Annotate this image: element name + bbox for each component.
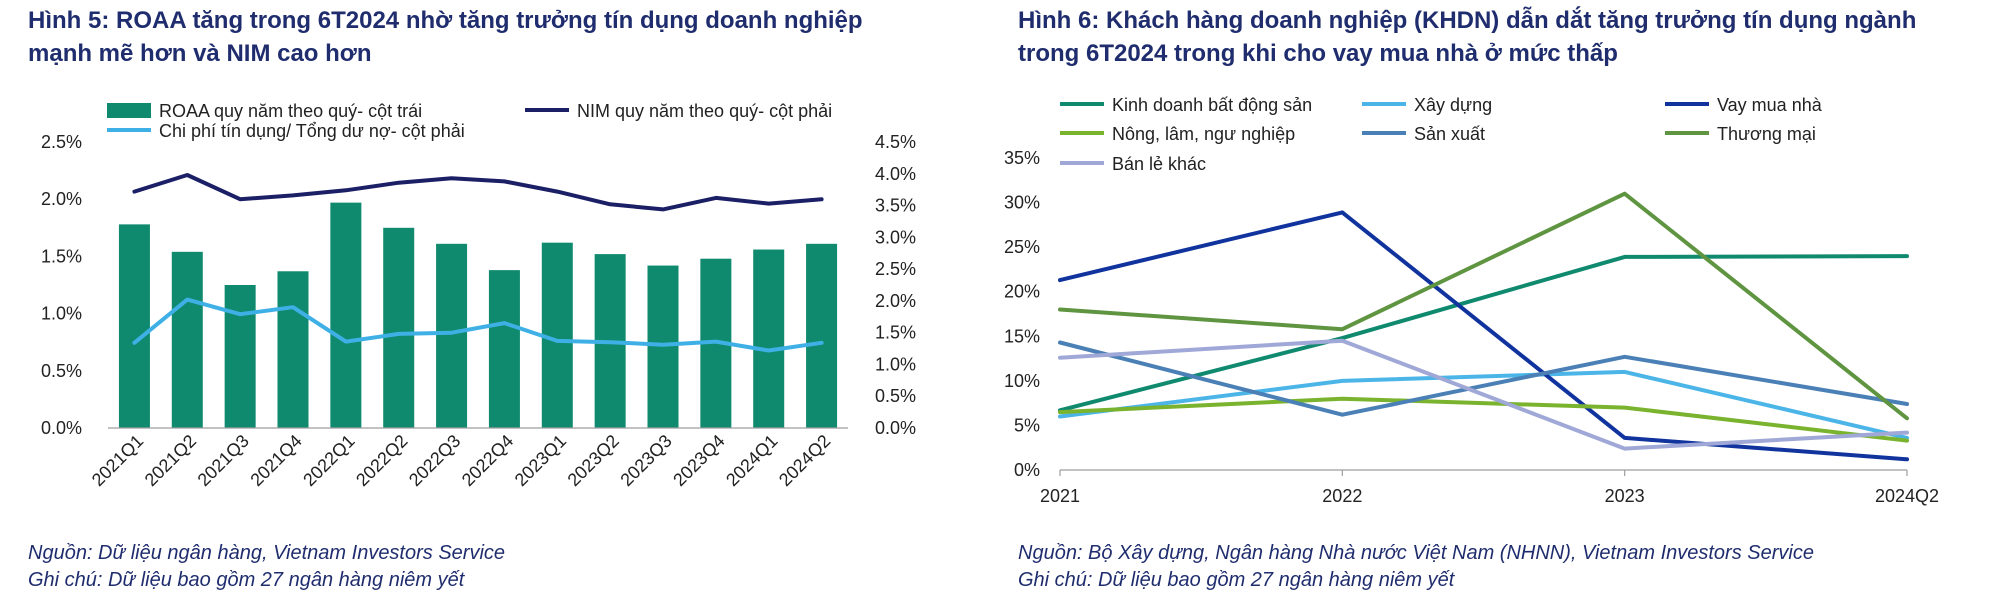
roaa-bar [330,202,362,428]
figure-6-panel: Hình 6: Khách hàng doanh nghiệp (KHDN) d… [990,0,2000,616]
x-tick-label: 2023Q3 [616,431,675,490]
figure-6-notes: Nguồn: Bộ Xây dựng, Ngân hàng Nhà nước V… [1018,540,1814,594]
nim-quy-nam-line [132,173,824,212]
xay-dung-line [1058,369,1909,440]
x-tick-label: 2022Q1 [299,431,358,490]
x-tick-label: 2023Q1 [511,431,570,490]
nong-lam-ngu-nghiep-line [1058,396,1909,443]
figure-5-title-line1: Hình 5: ROAA tăng trong 6T2024 nhờ tăng … [28,7,863,34]
y-tick-label: 30% [1004,193,1040,213]
x-tick-label: 2023 [1605,486,1645,506]
roaa-bar [488,270,520,428]
y-tick-label: 25% [1004,237,1040,257]
figure-5-note: Ghi chú: Dữ liệu bao gồm 27 ngân hàng ni… [28,569,465,591]
y-right-tick-label: 0.0% [875,418,916,438]
figure-5-title-line2: mạnh mẽ hơn và NIM cao hơn [28,40,372,67]
figure-5-panel: Hình 5: ROAA tăng trong 6T2024 nhờ tăng … [0,0,990,616]
x-tick-label: 2021Q3 [194,431,253,490]
figure-5-notes: Nguồn: Dữ liệu ngân hàng, Vietnam Invest… [28,540,505,594]
legend-label: Bán lẻ khác [1112,154,1206,174]
legend-label: NIM quy năm theo quý- cột phải [577,101,832,121]
y-left-tick-label: 1.5% [41,246,82,266]
y-tick-label: 10% [1004,371,1040,391]
y-tick-label: 15% [1004,326,1040,346]
x-tick-label: 2021Q2 [141,431,200,490]
y-tick-label: 5% [1014,415,1040,435]
credit-growth-chart: 0% 5% 10% 15% 20% 25% 30% 35% 2021 2022 2023 2024Q2… [1004,95,1939,506]
roaa-bar [753,249,785,428]
roaa-nim-chart: 0.0% 0.5% 1.0% 1.5% 2.0% 2.5% 0.0% 0.5% 1.0% 1.5%… [41,101,916,490]
legend-label: Nông, lâm, ngư nghiệp [1112,124,1295,144]
legend-label: ROAA quy năm theo quý- cột trái [159,101,422,121]
figure-5-source: Nguồn: Dữ liệu ngân hàng, Vietnam Invest… [28,542,506,564]
y-right-tick-label: 3.0% [875,227,916,247]
roaa-bar [277,271,309,428]
y-right-tick-label: 0.5% [875,386,916,406]
figure-6-title: Hình 6: Khách hàng doanh nghiệp (KHDN) d… [1018,4,1968,70]
y-tick-label: 20% [1004,282,1040,302]
y-left-tick-label: 0.0% [41,418,82,438]
x-tick-label: 2024Q2 [775,431,834,490]
x-tick-label: 2021Q4 [246,431,305,490]
roaa-bar [436,243,468,428]
legend-label: Chi phí tín dụng/ Tổng dư nợ- cột phải [159,121,465,141]
x-tick-label: 2021 [1040,486,1080,506]
legend-label: Vay mua nhà [1717,95,1823,115]
x-tick-label: 2024Q2 [1875,486,1939,506]
figure-6-title-line2: trong 6T2024 trong khi cho vay mua nhà ở… [1018,40,1618,67]
roaa-bar [171,251,203,428]
legend-swatch-roaa [107,103,151,118]
roaa-bar [383,227,415,428]
legend-label: Xây dựng [1414,95,1492,115]
y-tick-label: 0% [1014,460,1040,480]
figure-6-source: Nguồn: Bộ Xây dựng, Ngân hàng Nhà nước V… [1018,542,1814,564]
y-left-tick-label: 0.5% [41,361,82,381]
legend-label: Sản xuất [1414,124,1485,144]
figure-5-title: Hình 5: ROAA tăng trong 6T2024 nhờ tăng … [28,4,978,70]
x-tick-label: 2022Q4 [458,431,517,490]
x-tick-label: 2021Q1 [88,431,147,490]
roaa-bar [118,224,150,428]
x-tick-label: 2023Q2 [564,431,623,490]
roaa-bar [806,243,838,428]
y-right-tick-label: 2.5% [875,259,916,279]
kinh-doanh-bat-dong-san-line [1058,254,1909,413]
y-tick-label: 35% [1004,148,1040,168]
figure-6-title-line1: Hình 6: Khách hàng doanh nghiệp (KHDN) d… [1018,7,1917,34]
roaa-bar [647,265,679,428]
figure-6-note: Ghi chú: Dữ liệu bao gồm 27 ngân hàng ni… [1018,569,1455,591]
y-left-tick-label: 2.0% [41,189,82,209]
y-right-tick-label: 2.0% [875,291,916,311]
vay-mua-nha-line [1058,210,1909,462]
x-tick-label: 2022Q3 [405,431,464,490]
x-tick-label: 2022 [1322,486,1362,506]
y-right-tick-label: 1.5% [875,323,916,343]
y-left-tick-label: 2.5% [41,132,82,152]
y-right-tick-label: 4.0% [875,164,916,184]
legend-label: Thương mại [1717,124,1816,144]
ban-le-khac-line [1058,338,1909,451]
san-xuat-line [1058,340,1909,417]
x-tick-label: 2023Q4 [669,431,728,490]
y-right-tick-label: 1.0% [875,354,916,374]
y-right-tick-label: 4.5% [875,132,916,152]
legend-label: Kinh doanh bất động sản [1112,95,1312,115]
roaa-bar [224,285,256,428]
y-right-tick-label: 3.5% [875,196,916,216]
x-tick-label: 2022Q2 [352,431,411,490]
chi-phi-tin-line [132,297,824,353]
thuong-mai-line [1058,191,1909,421]
y-left-tick-label: 1.0% [41,304,82,324]
x-tick-label: 2024Q1 [722,431,781,490]
